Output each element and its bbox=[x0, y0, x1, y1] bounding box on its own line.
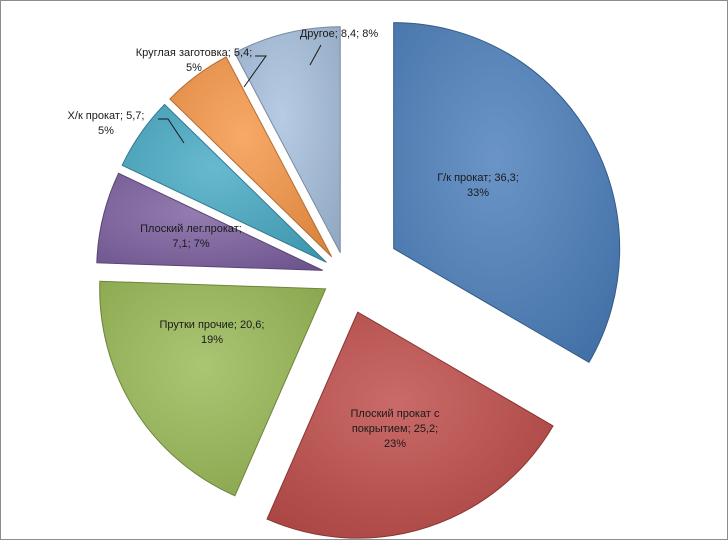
pie-slice bbox=[266, 311, 554, 539]
data-label-line: Прутки прочие; 20,6; bbox=[160, 319, 265, 331]
data-label-line: Плоский прокат с bbox=[351, 408, 440, 420]
data-label-line: 33% bbox=[467, 187, 489, 199]
data-label-line: 19% bbox=[201, 334, 223, 346]
data-label: Г/к прокат; 36,3; 33% bbox=[437, 172, 519, 199]
pie-slice bbox=[99, 280, 327, 497]
leader-line bbox=[158, 118, 185, 144]
data-label: Круглая заготовка; 5,4; 5% bbox=[136, 47, 253, 74]
data-label-line: Круглая заготовка; 5,4; bbox=[136, 47, 253, 59]
data-label-line: Х/к прокат; 5,7; bbox=[68, 110, 145, 122]
data-label-line: Плоский лег.прокат; bbox=[140, 223, 242, 235]
data-label: Другое; 8,4; 8% bbox=[300, 28, 379, 40]
data-label-line: покрытием; 25,2; bbox=[352, 423, 438, 435]
data-label: Прутки прочие; 20,6; 19% bbox=[160, 319, 265, 346]
leader-line bbox=[309, 44, 322, 66]
data-label-line: Другое; 8,4; 8% bbox=[300, 28, 379, 40]
leader-line bbox=[243, 55, 267, 88]
pie-slice bbox=[96, 172, 323, 271]
pie-slice bbox=[121, 103, 327, 263]
data-label-line: Г/к прокат; 36,3; bbox=[437, 172, 519, 184]
data-label: Плоский лег.прокат; 7,1; 7% bbox=[140, 223, 242, 250]
data-label-line: 5% bbox=[98, 125, 114, 137]
data-label-line: 23% bbox=[384, 438, 406, 450]
data-label: Плоский прокат с покрытием; 25,2; 23% bbox=[351, 408, 440, 450]
data-label-line: 7,1; 7% bbox=[172, 238, 210, 250]
pie-slice bbox=[393, 22, 621, 364]
data-label: Х/к прокат; 5,7; 5% bbox=[68, 110, 145, 137]
pie-slice bbox=[234, 26, 341, 253]
pie-slice bbox=[169, 56, 333, 258]
data-label-line: 5% bbox=[186, 62, 202, 74]
